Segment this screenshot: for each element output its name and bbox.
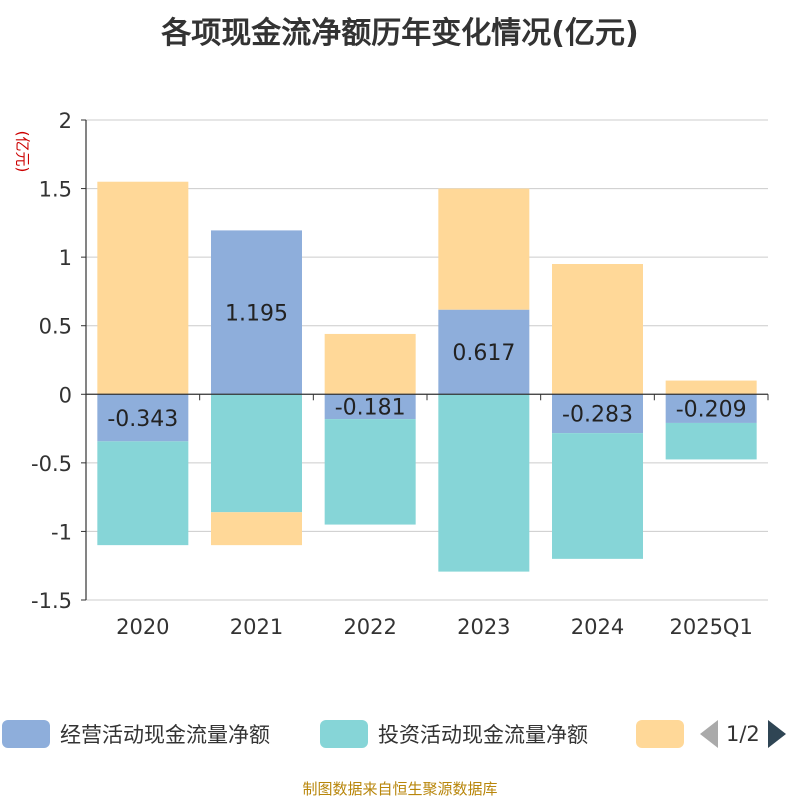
y-tick-label: -0.5 xyxy=(31,452,72,476)
chart-title: 各项现金流净额历年变化情况(亿元) xyxy=(161,16,639,51)
legend-swatch-financing xyxy=(636,720,684,748)
legend-swatch-investing xyxy=(320,720,368,748)
legend-label-investing: 投资活动现金流量净额 xyxy=(378,723,588,747)
bar-segment xyxy=(211,512,302,546)
legend-item-investing[interactable]: 投资活动现金流量净额 xyxy=(320,712,588,756)
y-tick-label: 0.5 xyxy=(39,315,72,339)
data-label: -0.343 xyxy=(107,407,178,432)
x-category-label: 2021 xyxy=(230,615,283,639)
y-tick-label: -1 xyxy=(51,520,72,544)
x-category-label: 2023 xyxy=(457,615,510,639)
data-label: 1.195 xyxy=(225,301,288,326)
bar-segment xyxy=(211,394,302,513)
data-label: -0.181 xyxy=(335,396,406,421)
legend-item-operating[interactable]: 经营活动现金流量净额 xyxy=(2,712,270,756)
x-category-label: 2024 xyxy=(571,615,624,639)
y-tick-label: 1.5 xyxy=(39,178,72,202)
bar-segment xyxy=(552,264,643,395)
legend-page-indicator: 1/2 xyxy=(726,722,760,746)
bar-segment xyxy=(552,394,643,434)
data-source-note: 制图数据来自恒生聚源数据库 xyxy=(302,780,498,798)
bar-segment xyxy=(324,333,416,395)
data-label: -0.209 xyxy=(676,398,747,423)
bar-chart: 2 1.5 1 0.5 0 -0.5 -1 -1.5 -0.343 1.195 -0.181 0.61… xyxy=(31,109,769,639)
data-label: 0.617 xyxy=(452,341,515,366)
data-label: -0.283 xyxy=(562,403,633,428)
y-tick-label: 1 xyxy=(59,246,72,270)
bar-segment xyxy=(665,394,757,423)
bar-segment xyxy=(665,422,757,460)
y-tick-label: 0 xyxy=(59,383,72,407)
bar-segment xyxy=(438,188,530,310)
bar-segment xyxy=(324,419,416,525)
legend-next-page-icon[interactable] xyxy=(767,720,786,748)
legend-swatch-operating xyxy=(2,720,50,748)
legend-item-financing[interactable] xyxy=(636,712,694,756)
bar-segment xyxy=(97,181,189,395)
y-tick-label: -1.5 xyxy=(31,589,72,613)
bar-segment xyxy=(438,394,530,572)
legend-prev-page-icon[interactable] xyxy=(700,720,718,748)
bar-segment xyxy=(438,309,530,395)
x-category-label: 2025Q1 xyxy=(669,615,752,639)
bar-segment xyxy=(552,433,643,559)
x-category-label: 2022 xyxy=(343,615,396,639)
bar-segment xyxy=(324,394,416,420)
legend-pager: 1/2 xyxy=(700,712,786,756)
y-tick-label: 2 xyxy=(59,109,72,133)
x-category-label: 2020 xyxy=(116,615,169,639)
bar-segment xyxy=(665,380,757,395)
bar-segment xyxy=(97,394,189,442)
bar-segment xyxy=(97,441,189,546)
legend-label-operating: 经营活动现金流量净额 xyxy=(60,723,270,747)
legend: 经营活动现金流量净额 投资活动现金流量净额 1/2 xyxy=(0,712,800,756)
bar-segment xyxy=(211,230,302,395)
